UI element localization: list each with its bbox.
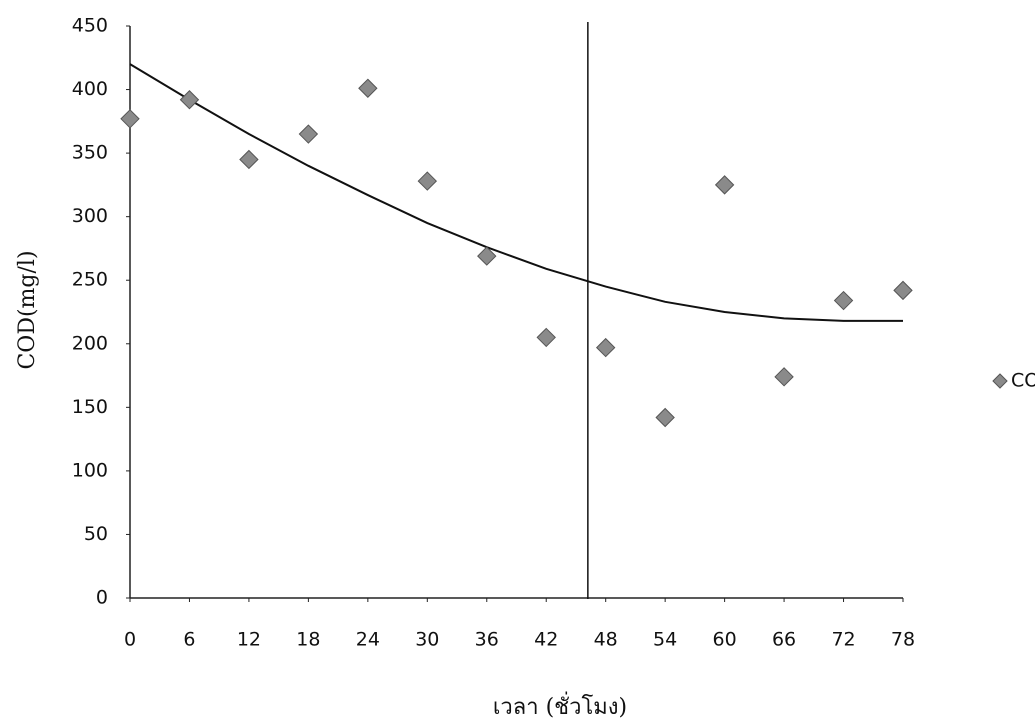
x-tick-label: 78 (891, 629, 915, 651)
y-tick-label: 50 (84, 523, 108, 545)
y-tick-label: 150 (72, 396, 108, 418)
x-tick-label: 48 (594, 629, 618, 651)
y-tick-label: 450 (72, 15, 108, 37)
x-tick-label: 42 (534, 629, 558, 651)
point (597, 339, 615, 357)
x-tick-label: 60 (713, 629, 737, 651)
point (894, 281, 912, 299)
y-tick-label: 100 (72, 459, 108, 481)
x-tick-label: 36 (475, 629, 499, 651)
trendline (130, 64, 903, 321)
y-tick-label: 250 (72, 269, 108, 291)
chart: เวลา (ชั่วโมง) COD(mg/l) 0 50 100 150 200 250… (0, 0, 1035, 723)
point (537, 328, 555, 346)
y-tick-label: 200 (72, 332, 108, 354)
point (418, 172, 436, 190)
x-tick-label: 66 (772, 629, 796, 651)
x-tick-label: 0 (124, 629, 136, 651)
y-tick-label: 0 (96, 587, 108, 609)
point (299, 125, 317, 143)
point (656, 409, 674, 427)
point (180, 91, 198, 109)
x-tick-label: 24 (356, 629, 380, 651)
y-axis-title: COD(mg/l) (15, 250, 40, 369)
point (240, 150, 258, 168)
x-axis-title: เวลา (ชั่วโมง) (493, 691, 627, 720)
point (121, 110, 139, 128)
x-tick-label: 30 (415, 629, 439, 651)
y-tick-label: 300 (72, 205, 108, 227)
y-tick-label: 400 (72, 78, 108, 100)
x-tick-label: 12 (237, 629, 261, 651)
point (359, 79, 377, 97)
x-tick-label: 72 (831, 629, 855, 651)
legend-label: COD (1011, 370, 1035, 392)
y-tick-label: 350 (72, 142, 108, 164)
point (835, 292, 853, 310)
x-tick-label: 54 (653, 629, 677, 651)
point (775, 368, 793, 386)
x-tick-label: 18 (296, 629, 320, 651)
legend-marker (993, 374, 1007, 388)
point (716, 176, 734, 194)
x-tick-label: 6 (183, 629, 195, 651)
